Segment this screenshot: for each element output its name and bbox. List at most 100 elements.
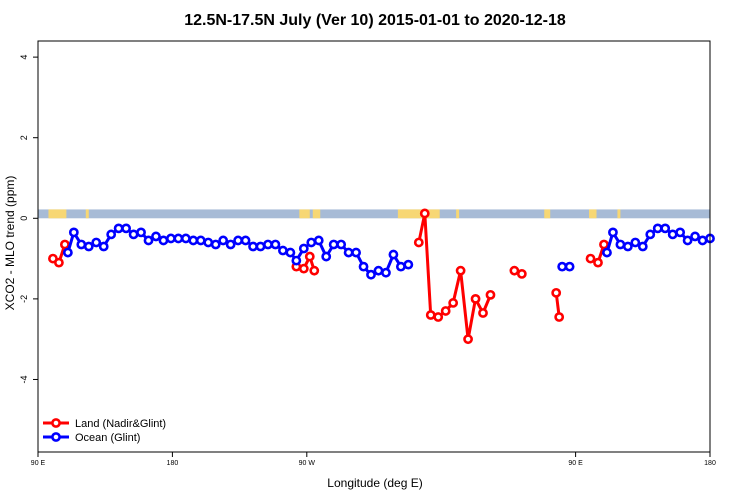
point-land-nadir-glint-0-2 [59, 239, 70, 250]
point-ocean-glint-2-10 [675, 227, 686, 238]
point-ocean-glint-0-15 [173, 233, 184, 244]
point-ocean-glint-2-4 [630, 237, 641, 248]
surface-band-land-7 [589, 209, 597, 219]
point-ocean-glint-2-13 [697, 235, 708, 246]
plot-frame [37, 40, 711, 453]
point-ocean-glint-0-38 [343, 247, 354, 258]
point-ocean-glint-0-31 [291, 255, 302, 266]
legend-marker-land-nadir-glint [51, 418, 61, 428]
point-ocean-glint-0-17 [188, 235, 199, 246]
x-tick-label-4: 180 [704, 460, 716, 467]
point-ocean-glint-0-41 [366, 269, 376, 280]
point-ocean-glint-2-7 [652, 223, 663, 234]
point-ocean-glint-0-5 [98, 241, 109, 252]
point-ocean-glint-0-44 [388, 249, 399, 260]
legend-marker-ocean-glint [51, 432, 61, 442]
point-land-nadir-glint-1-1 [298, 263, 309, 274]
point-ocean-glint-0-10 [136, 227, 146, 238]
x-tick-label-0: 90 E [31, 460, 46, 467]
point-land-nadir-glint-2-6 [455, 265, 466, 276]
surface-band-ocean [38, 209, 710, 219]
point-ocean-glint-0-45 [395, 261, 406, 272]
point-ocean-glint-0-16 [180, 233, 191, 244]
point-ocean-glint-0-28 [270, 239, 281, 250]
point-land-nadir-glint-2-8 [470, 293, 481, 304]
point-land-nadir-glint-2-4 [440, 306, 451, 316]
point-ocean-glint-0-43 [381, 267, 391, 278]
point-ocean-glint-0-26 [255, 241, 266, 252]
point-ocean-glint-0-7 [113, 223, 124, 234]
point-ocean-glint-2-1 [608, 227, 618, 238]
point-land-nadir-glint-3-0 [509, 265, 520, 276]
x-axis-label: Longitude (deg E) [327, 476, 422, 490]
point-ocean-glint-0-39 [351, 247, 361, 258]
point-ocean-glint-2-11 [682, 235, 693, 246]
point-land-nadir-glint-2-7 [463, 334, 473, 345]
point-ocean-glint-0-40 [358, 261, 369, 272]
chart-title: 12.5N-17.5N July (Ver 10) 2015-01-01 to … [184, 12, 566, 29]
legend-label-ocean-glint: Ocean (Glint) [75, 432, 140, 444]
surface-band-land-3 [312, 209, 321, 219]
series-line-land-nadir-glint-2 [417, 212, 492, 341]
point-ocean-glint-2-6 [645, 229, 656, 240]
surface-band-land-4 [397, 209, 440, 219]
point-ocean-glint-0-13 [158, 235, 169, 246]
point-ocean-glint-0-37 [336, 239, 347, 250]
point-land-nadir-glint-2-3 [433, 312, 444, 322]
point-ocean-glint-0-3 [83, 241, 94, 252]
point-land-nadir-glint-5-0 [585, 253, 596, 264]
x-axis: 90 E 180 90 W 90 E 180 [31, 452, 716, 467]
point-land-nadir-glint-1-3 [309, 265, 320, 276]
point-land-nadir-glint-2-0 [413, 237, 424, 248]
surface-band-land-6 [544, 209, 551, 219]
point-ocean-glint-0-19 [203, 237, 214, 248]
point-ocean-glint-0-20 [210, 239, 221, 250]
point-ocean-glint-0-46 [403, 259, 414, 270]
plot-area-series [48, 208, 715, 345]
point-ocean-glint-0-9 [128, 229, 139, 240]
point-ocean-glint-0-12 [151, 231, 161, 242]
point-land-nadir-glint-2-2 [425, 310, 436, 320]
surface-band-land-5 [456, 209, 460, 219]
point-land-nadir-glint-5-1 [593, 257, 603, 268]
point-land-nadir-glint-2-10 [485, 289, 496, 300]
y-axis: 4 2 0 -2 -4 [19, 55, 38, 383]
point-ocean-glint-0-11 [143, 235, 154, 246]
point-ocean-glint-1-1 [564, 261, 575, 272]
point-ocean-glint-0-24 [240, 235, 251, 246]
point-ocean-glint-2-2 [615, 239, 626, 250]
surface-band-land-2 [299, 209, 310, 219]
y-tick-label-4: -4 [19, 375, 29, 383]
surface-band [38, 209, 710, 219]
point-land-nadir-glint-4-1 [554, 312, 565, 322]
y-tick-label-3: -2 [19, 295, 29, 303]
point-ocean-glint-2-9 [667, 229, 678, 240]
point-ocean-glint-2-3 [622, 241, 633, 252]
point-land-nadir-glint-3-1 [516, 268, 527, 279]
point-ocean-glint-0-2 [76, 239, 87, 250]
surface-band-land-8 [617, 209, 621, 219]
x-tick-label-2: 90 W [299, 460, 316, 467]
surface-band-land-0 [48, 209, 67, 219]
x-tick-label-1: 180 [167, 460, 179, 467]
point-ocean-glint-0-35 [321, 251, 332, 262]
point-ocean-glint-0-23 [233, 235, 244, 246]
point-ocean-glint-0-25 [248, 241, 258, 252]
point-ocean-glint-0-22 [225, 239, 236, 250]
point-land-nadir-glint-0-1 [54, 257, 64, 268]
point-land-nadir-glint-5-2 [599, 239, 609, 250]
point-land-nadir-glint-1-2 [304, 251, 315, 262]
point-ocean-glint-0-34 [313, 235, 324, 246]
point-ocean-glint-0-42 [373, 265, 384, 276]
point-ocean-glint-0-36 [328, 239, 339, 250]
point-ocean-glint-0-8 [121, 223, 132, 234]
point-ocean-glint-0-32 [298, 243, 309, 254]
point-ocean-glint-0-29 [278, 245, 288, 256]
point-ocean-glint-2-8 [660, 223, 671, 234]
point-ocean-glint-2-12 [690, 231, 700, 242]
y-tick-label-2: 0 [19, 216, 29, 221]
point-ocean-glint-0-21 [218, 235, 229, 246]
point-ocean-glint-0-0 [62, 247, 73, 258]
point-land-nadir-glint-2-5 [448, 298, 459, 308]
